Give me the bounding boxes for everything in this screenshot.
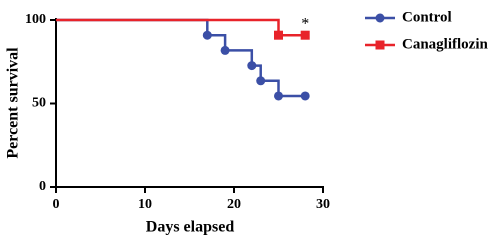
x-tick-label: 0 xyxy=(53,197,60,212)
legend-label: Canagliflozin xyxy=(402,36,488,52)
y-axis-label: Percent survival xyxy=(5,47,22,159)
legend-label: Control xyxy=(402,9,452,25)
x-axis-label: Days elapsed xyxy=(146,219,235,236)
y-tick-label: 100 xyxy=(25,12,46,27)
data-point xyxy=(247,61,257,71)
data-point xyxy=(274,91,283,101)
data-point xyxy=(256,76,266,86)
legend-marker xyxy=(375,40,385,50)
data-point xyxy=(274,30,283,40)
data-point xyxy=(220,45,230,55)
y-tick-label: 50 xyxy=(32,96,46,111)
x-tick-label: 30 xyxy=(316,197,330,212)
survival-line xyxy=(56,18,306,98)
x-tick-label: 10 xyxy=(138,197,152,212)
annotation: * xyxy=(301,15,309,32)
legend-marker xyxy=(375,13,385,23)
data-point xyxy=(202,30,212,40)
data-point xyxy=(300,30,310,40)
y-tick-label: 0 xyxy=(39,179,46,194)
survival-line xyxy=(56,18,306,37)
data-point xyxy=(300,91,310,101)
x-tick-label: 20 xyxy=(227,197,241,212)
